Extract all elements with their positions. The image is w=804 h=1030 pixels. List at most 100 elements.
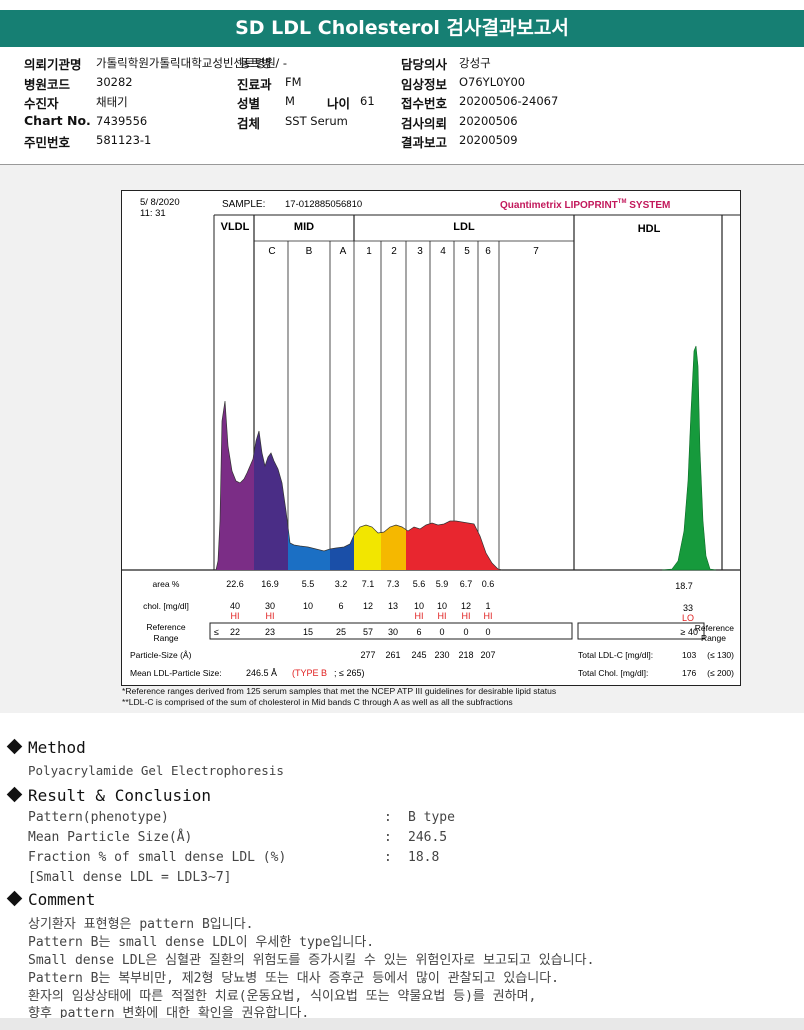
chol-cell: 1 [485,601,490,611]
brand-suffix: SYSTEM [626,200,670,211]
doctor-key: 담당의사 [401,57,448,72]
method-heading: Method [6,738,86,757]
diamond-bullet-icon [6,738,23,755]
brand-text: Quantimetrix LIPOPRINT [500,200,618,211]
chol-cell: 10 [414,601,424,611]
total-ldl-limit: (≤ 130) [707,650,734,660]
particle-size-cell: 207 [480,650,495,660]
area-cell: 7.3 [387,579,400,589]
result-label-1: Pattern(phenotype) [28,810,169,825]
total-ldl-value: 103 [682,650,696,660]
age-value: 61 [360,94,375,108]
ref-cell: 25 [336,627,346,637]
ref-box-hdl [577,622,705,640]
sex-value: M [285,94,295,108]
area-cell: 16.9 [261,579,279,589]
band-dividers [253,215,723,570]
comment-line-4: Pattern B는 복부비만, 제2형 당뇨병 또는 대사 증후군 등에서 많… [28,971,559,986]
curve-fill-band-6 [406,521,502,570]
footnote-2: **LDL-C is comprised of the sum of chole… [122,697,513,707]
band-label-1: 1 [366,246,372,257]
chol-cell: 40 [230,601,240,611]
specimen-key: 검체 [237,116,261,131]
chol-flag: HI [462,611,471,621]
particle-size-cell: 245 [411,650,426,660]
ref-cell: 0 [463,627,468,637]
band-label-6: 6 [485,246,491,257]
chol-hdl: 33 [683,603,693,613]
area-cell: 5.6 [413,579,426,589]
particle-size-cell: 230 [434,650,449,660]
mean-limit: ; ≤ 265) [334,668,364,678]
area-cell: 6.7 [460,579,473,589]
request-date-key: 검사의뢰 [401,116,448,131]
sex-key: 성별 [237,96,261,111]
result-colon-3: : [384,850,392,865]
ref-cell: 0 [439,627,444,637]
sample-id: 17-012885056810 [285,199,362,210]
band-label-a: A [340,246,347,257]
request-date-value: 20200506 [459,114,518,128]
total-chol-limit: (≤ 200) [707,668,734,678]
curve-fill-band-5 [381,525,406,570]
chol-flag: HI [266,611,275,621]
department-key: 진료과 [237,77,272,92]
bottom-bar [0,1018,804,1030]
hospital-code-value: 30282 [96,75,133,89]
ref-cell: 6 [416,627,421,637]
band-label-5: 5 [464,246,470,257]
chol-cell: 30 [265,601,275,611]
curve-outline [215,400,503,571]
mean-type: (TYPE B [292,668,327,678]
row-label-area: area % [153,579,180,589]
band-label-7: 7 [533,246,539,257]
particle-size-cell: 261 [385,650,400,660]
diamond-bullet-icon [6,786,23,803]
lipoprint-report: 5/ 8/2020 11: 31 SAMPLE: 17-012885056810… [121,190,741,686]
receipt-no-key: 접수번호 [401,96,448,111]
chart-no-key: Chart No. [24,113,91,128]
result-value-1: B type [408,810,455,825]
row-label-mean: Mean LDL-Particle Size: [130,668,222,678]
area-cell: 3.2 [335,579,348,589]
curve-fill-band-3 [330,535,354,570]
electrophoresis-curve [215,345,717,571]
sample-label: SAMPLE: [222,199,265,210]
patient-name-key: 수진자 [24,96,59,111]
age-key: 나이 [327,96,351,111]
band-label-b: B [306,246,313,257]
comment-heading-text: Comment [28,890,96,909]
row-label-chol: chol. [mg/dl] [143,601,189,611]
chol-flag: HI [438,611,447,621]
ward-value: 동트병 / - [240,56,288,70]
row-label-ref2: Range [153,633,178,643]
band-label-c: C [268,246,275,257]
mean-size: 246.5 Å [246,668,277,678]
comment-line-5: 환자의 임상상태에 따른 적절한 치료(운동요법, 식이요법 또는 약물요법 등… [28,989,537,1004]
total-ldl-label: Total LDL-C [mg/dl]: [578,650,653,660]
lipoprint-graph: 5/ 8/2020 11: 31 SAMPLE: 17-012885056810… [122,197,740,678]
ref-right-1: Reference [695,623,734,633]
curve-fill-band-4 [354,525,381,570]
area-cell: 7.1 [362,579,375,589]
ref-prefix: ≤ [214,627,219,637]
chart-no-value: 7439556 [96,114,148,128]
ref-cell: 0 [485,627,490,637]
result-colon-2: : [384,830,392,845]
result-colon-1: : [384,810,392,825]
group-hdl: HDL [638,223,661,235]
receipt-no-value: 20200506-24067 [459,94,559,108]
footnote-1: *Reference ranges derived from 125 serum… [122,686,557,696]
ref-cell: 23 [265,627,275,637]
institution-value: 가톨릭학원가톨릭대학교성빈센트병원 [96,56,276,70]
area-cell: 22.6 [226,579,244,589]
hospital-code-key: 병원코드 [24,77,71,92]
ref-cell: 22 [230,627,240,637]
row-label-ref: Reference [146,622,185,632]
specimen-value: SST Serum [285,114,348,128]
group-vldl: VLDL [221,221,250,233]
area-hdl: 18.7 [675,581,693,591]
chol-flag: HI [415,611,424,621]
band-label-2: 2 [391,246,397,257]
curve-fill-band-0 [216,401,254,570]
